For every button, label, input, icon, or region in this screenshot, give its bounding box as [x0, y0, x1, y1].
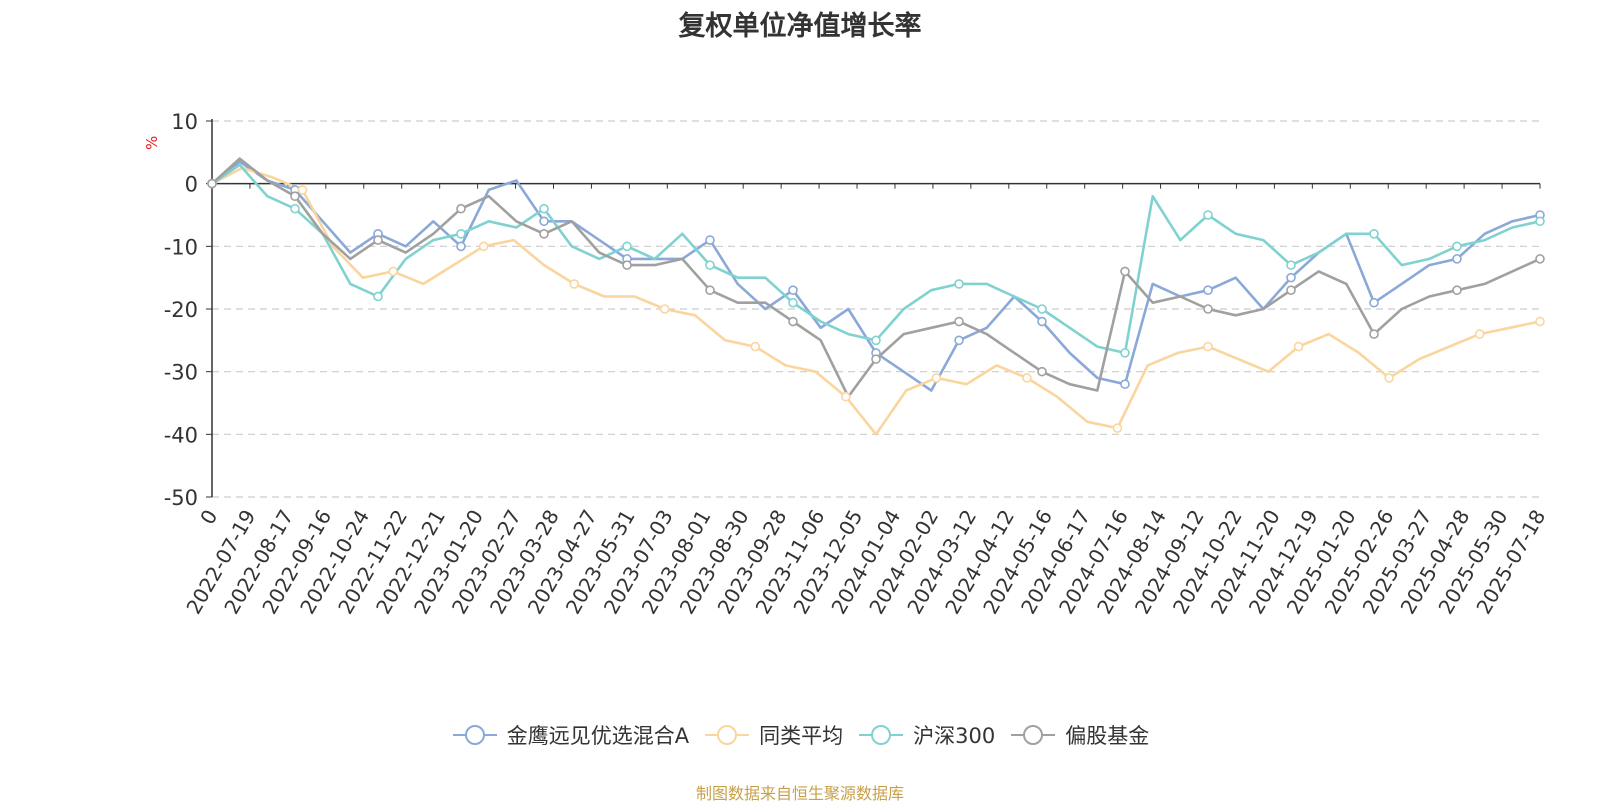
data-point — [659, 304, 670, 314]
legend-label: 偏股基金 — [1065, 724, 1150, 748]
data-point — [1286, 260, 1296, 270]
data-point — [1120, 379, 1130, 390]
data-point — [841, 391, 851, 402]
y-tick-label: 0 — [185, 173, 198, 197]
data-point — [478, 241, 489, 252]
y-tick-label: -30 — [164, 361, 198, 385]
legend-line-circle-icon — [452, 725, 497, 745]
data-point — [1120, 348, 1130, 358]
data-point — [1369, 229, 1379, 239]
data-point — [207, 178, 217, 189]
legend-label: 同类平均 — [759, 724, 844, 748]
legend-label: 金鹰远见优选混合A — [506, 724, 690, 748]
data-point — [1535, 216, 1545, 227]
legend-line-circle-icon — [705, 725, 750, 745]
data-point — [539, 203, 549, 214]
data-point — [539, 216, 549, 227]
data-point — [456, 203, 466, 214]
grid-lines — [212, 120, 1540, 498]
data-point — [622, 260, 632, 270]
data-point — [373, 235, 383, 245]
data-point — [1535, 254, 1545, 264]
data-point — [1203, 341, 1213, 352]
data-point — [290, 191, 300, 201]
data-point — [705, 260, 715, 270]
data-point — [1203, 285, 1213, 296]
series-line — [211, 166, 1541, 436]
data-point — [705, 235, 715, 245]
data-point — [1474, 329, 1485, 339]
data-point — [297, 185, 308, 195]
data-point — [1293, 341, 1304, 352]
data-point — [539, 229, 549, 239]
data-point — [1286, 272, 1296, 283]
data-point — [954, 279, 964, 289]
y-tick-label: -20 — [164, 298, 198, 322]
data-point — [569, 279, 579, 289]
data-point — [388, 266, 398, 277]
y-tick-label: -10 — [164, 235, 198, 259]
data-point — [1535, 316, 1545, 327]
chart-title: 复权单位净值增长率 — [678, 11, 922, 42]
data-point — [1022, 373, 1032, 383]
series-line — [211, 163, 1541, 355]
legend: 金鹰远见优选混合A 同类平均 沪深300 偏股基金 — [0, 720, 1600, 752]
data-point — [373, 291, 383, 302]
data-point — [456, 229, 466, 239]
data-point — [1037, 316, 1047, 327]
data-point — [1369, 329, 1379, 339]
y-tick-label: -40 — [164, 423, 198, 447]
data-point — [1112, 423, 1123, 433]
legend-line-circle-icon — [1011, 725, 1056, 745]
data-point — [622, 241, 632, 252]
data-point — [788, 316, 798, 327]
data-point — [1384, 373, 1394, 383]
y-tick-label: 10 — [171, 110, 198, 134]
data-point — [788, 297, 798, 308]
legend-item[interactable]: 同类平均 — [703, 720, 843, 750]
data-point — [1452, 285, 1462, 296]
data-point — [705, 285, 715, 296]
axes: 100-10-20-30-40-5002022-07-192022-08-172… — [164, 110, 1551, 618]
y-tick-label: -50 — [164, 486, 198, 510]
legend-item[interactable]: 偏股基金 — [1009, 720, 1149, 750]
data-point — [1452, 241, 1462, 252]
data-point — [750, 341, 761, 352]
data-point — [871, 335, 881, 346]
data-point — [1203, 210, 1213, 220]
data-point — [788, 285, 798, 296]
data-point — [1369, 297, 1379, 308]
data-point — [1037, 366, 1047, 377]
data-point — [1120, 266, 1130, 277]
source-note: 制图数据来自恒生聚源数据库 — [695, 784, 904, 803]
data-point — [871, 354, 881, 364]
legend-label: 沪深300 — [913, 724, 996, 748]
series-lines — [211, 157, 1541, 436]
data-point — [456, 241, 466, 252]
legend-line-circle-icon — [859, 725, 904, 745]
legend-item[interactable]: 金鹰远见优选混合A — [451, 720, 689, 750]
data-point — [1286, 285, 1296, 296]
data-point — [1203, 304, 1213, 314]
series-markers — [207, 178, 1545, 433]
data-point — [1452, 254, 1462, 264]
data-point — [931, 373, 942, 383]
data-point — [954, 335, 964, 346]
data-point — [1037, 304, 1047, 314]
data-point — [290, 203, 300, 214]
x-tick-label: 0 — [195, 506, 222, 529]
legend-item[interactable]: 沪深300 — [857, 720, 995, 750]
data-point — [954, 316, 964, 327]
